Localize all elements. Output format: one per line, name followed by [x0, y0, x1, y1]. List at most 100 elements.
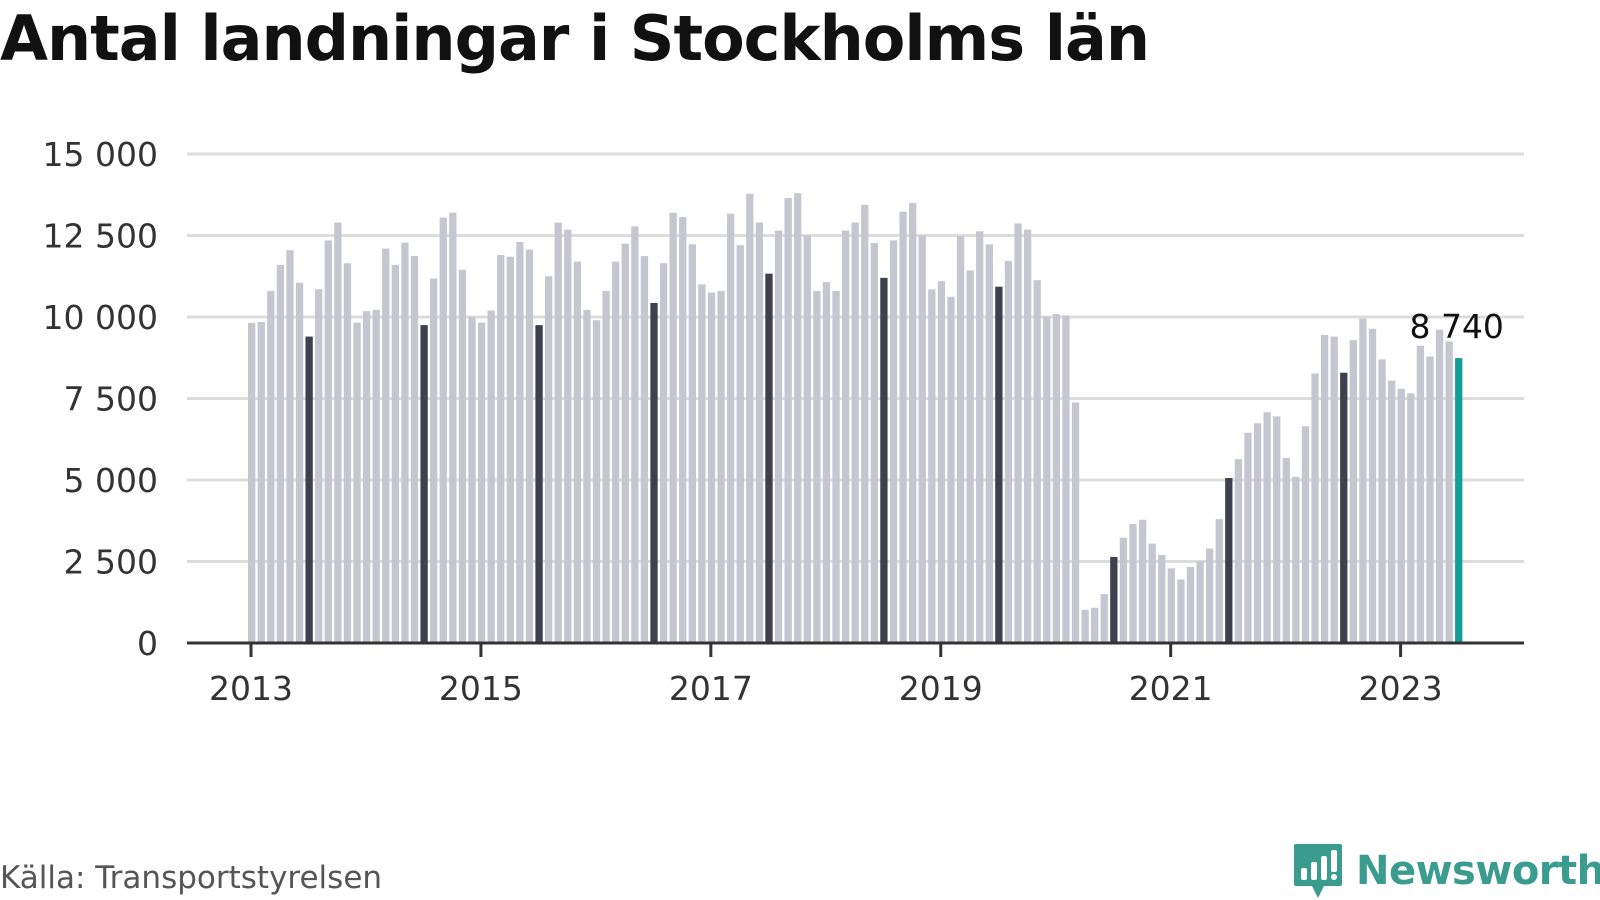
bar — [1253, 423, 1262, 643]
y-tick-label: 5 000 — [64, 461, 158, 500]
bar — [1340, 372, 1348, 643]
chart-title: Antal landningar i Stockholms län — [0, 2, 1150, 75]
bar — [774, 230, 783, 644]
bar — [1081, 609, 1089, 643]
bar — [1071, 402, 1080, 643]
bar — [602, 290, 610, 643]
bar — [631, 226, 639, 643]
bar — [1359, 318, 1367, 643]
bar — [640, 256, 649, 643]
y-tick-label: 15 000 — [43, 135, 158, 174]
bar — [966, 270, 974, 643]
bar — [1196, 561, 1204, 643]
brand-name: Newsworthy — [1356, 848, 1600, 894]
bar — [382, 248, 390, 644]
bar — [420, 325, 428, 643]
bar — [372, 309, 380, 643]
bar — [1225, 478, 1233, 643]
bar — [880, 277, 888, 643]
bar — [889, 240, 898, 643]
bar — [295, 282, 304, 643]
bar — [1033, 280, 1041, 643]
brand-logo: Newsworthy — [1292, 842, 1600, 900]
x-axis-ticks: 2013 2015 2017 2019 2021 2023 — [209, 643, 1443, 708]
bar — [755, 222, 764, 643]
bar — [1426, 356, 1434, 643]
bar — [334, 222, 342, 643]
bar — [1110, 556, 1118, 643]
bar — [1368, 328, 1377, 643]
bar — [1004, 260, 1013, 643]
bar — [698, 284, 706, 643]
bar — [1273, 416, 1281, 643]
bar — [822, 282, 831, 643]
bar — [391, 264, 399, 643]
bar — [1378, 359, 1386, 643]
bar — [362, 311, 371, 643]
bar — [477, 322, 486, 643]
source-note: Källa: Transportstyrelsen — [0, 860, 383, 896]
x-tick-label: 2019 — [899, 669, 983, 708]
bar — [315, 289, 323, 643]
bar — [506, 256, 514, 643]
bar — [937, 281, 946, 643]
bar — [1119, 537, 1128, 643]
x-tick-label: 2015 — [439, 669, 523, 708]
bar — [1320, 334, 1329, 643]
bar — [1234, 459, 1243, 643]
bar — [1043, 316, 1051, 643]
bar — [1206, 548, 1214, 643]
y-tick-label: 7 500 — [64, 380, 158, 419]
bar — [449, 212, 457, 643]
bar — [430, 278, 438, 643]
bar — [659, 263, 668, 643]
bar — [353, 322, 361, 643]
bar — [573, 261, 582, 643]
bar — [1062, 315, 1070, 643]
bar — [1244, 432, 1252, 643]
bar — [727, 213, 735, 643]
bar — [688, 244, 696, 644]
bar — [525, 249, 534, 643]
bar — [1435, 329, 1444, 643]
bar — [803, 235, 811, 643]
bar — [612, 261, 620, 643]
bar — [1167, 568, 1175, 643]
bar — [1445, 341, 1453, 643]
bar — [1349, 340, 1357, 643]
bar — [707, 292, 716, 643]
bar — [717, 290, 725, 643]
bar — [746, 193, 754, 643]
bar — [1091, 607, 1099, 643]
y-axis-ticks: 0 2 500 5 000 7 500 10 000 12 500 15 000 — [43, 135, 158, 663]
bar — [343, 263, 352, 643]
bar — [1416, 345, 1425, 643]
bar — [947, 296, 955, 643]
bar — [1014, 223, 1022, 643]
bar — [928, 289, 936, 643]
y-tick-label: 0 — [137, 624, 158, 663]
bar — [794, 193, 802, 643]
bar — [1148, 543, 1156, 643]
bar — [1330, 336, 1338, 643]
bar — [583, 309, 591, 643]
bar — [909, 202, 917, 643]
bar — [650, 302, 658, 643]
bar — [813, 290, 821, 643]
bar — [1023, 229, 1032, 643]
bar — [1138, 519, 1147, 643]
bar — [564, 229, 572, 643]
bar — [535, 325, 543, 643]
bar — [1397, 388, 1405, 643]
bar — [1129, 524, 1137, 643]
bar — [1215, 519, 1223, 643]
bar — [851, 222, 859, 643]
bar — [592, 320, 601, 643]
bar — [257, 321, 265, 643]
bar — [995, 286, 1003, 643]
bar — [544, 276, 553, 643]
bar — [1158, 554, 1166, 643]
bar — [1301, 426, 1310, 643]
bar — [870, 243, 878, 643]
